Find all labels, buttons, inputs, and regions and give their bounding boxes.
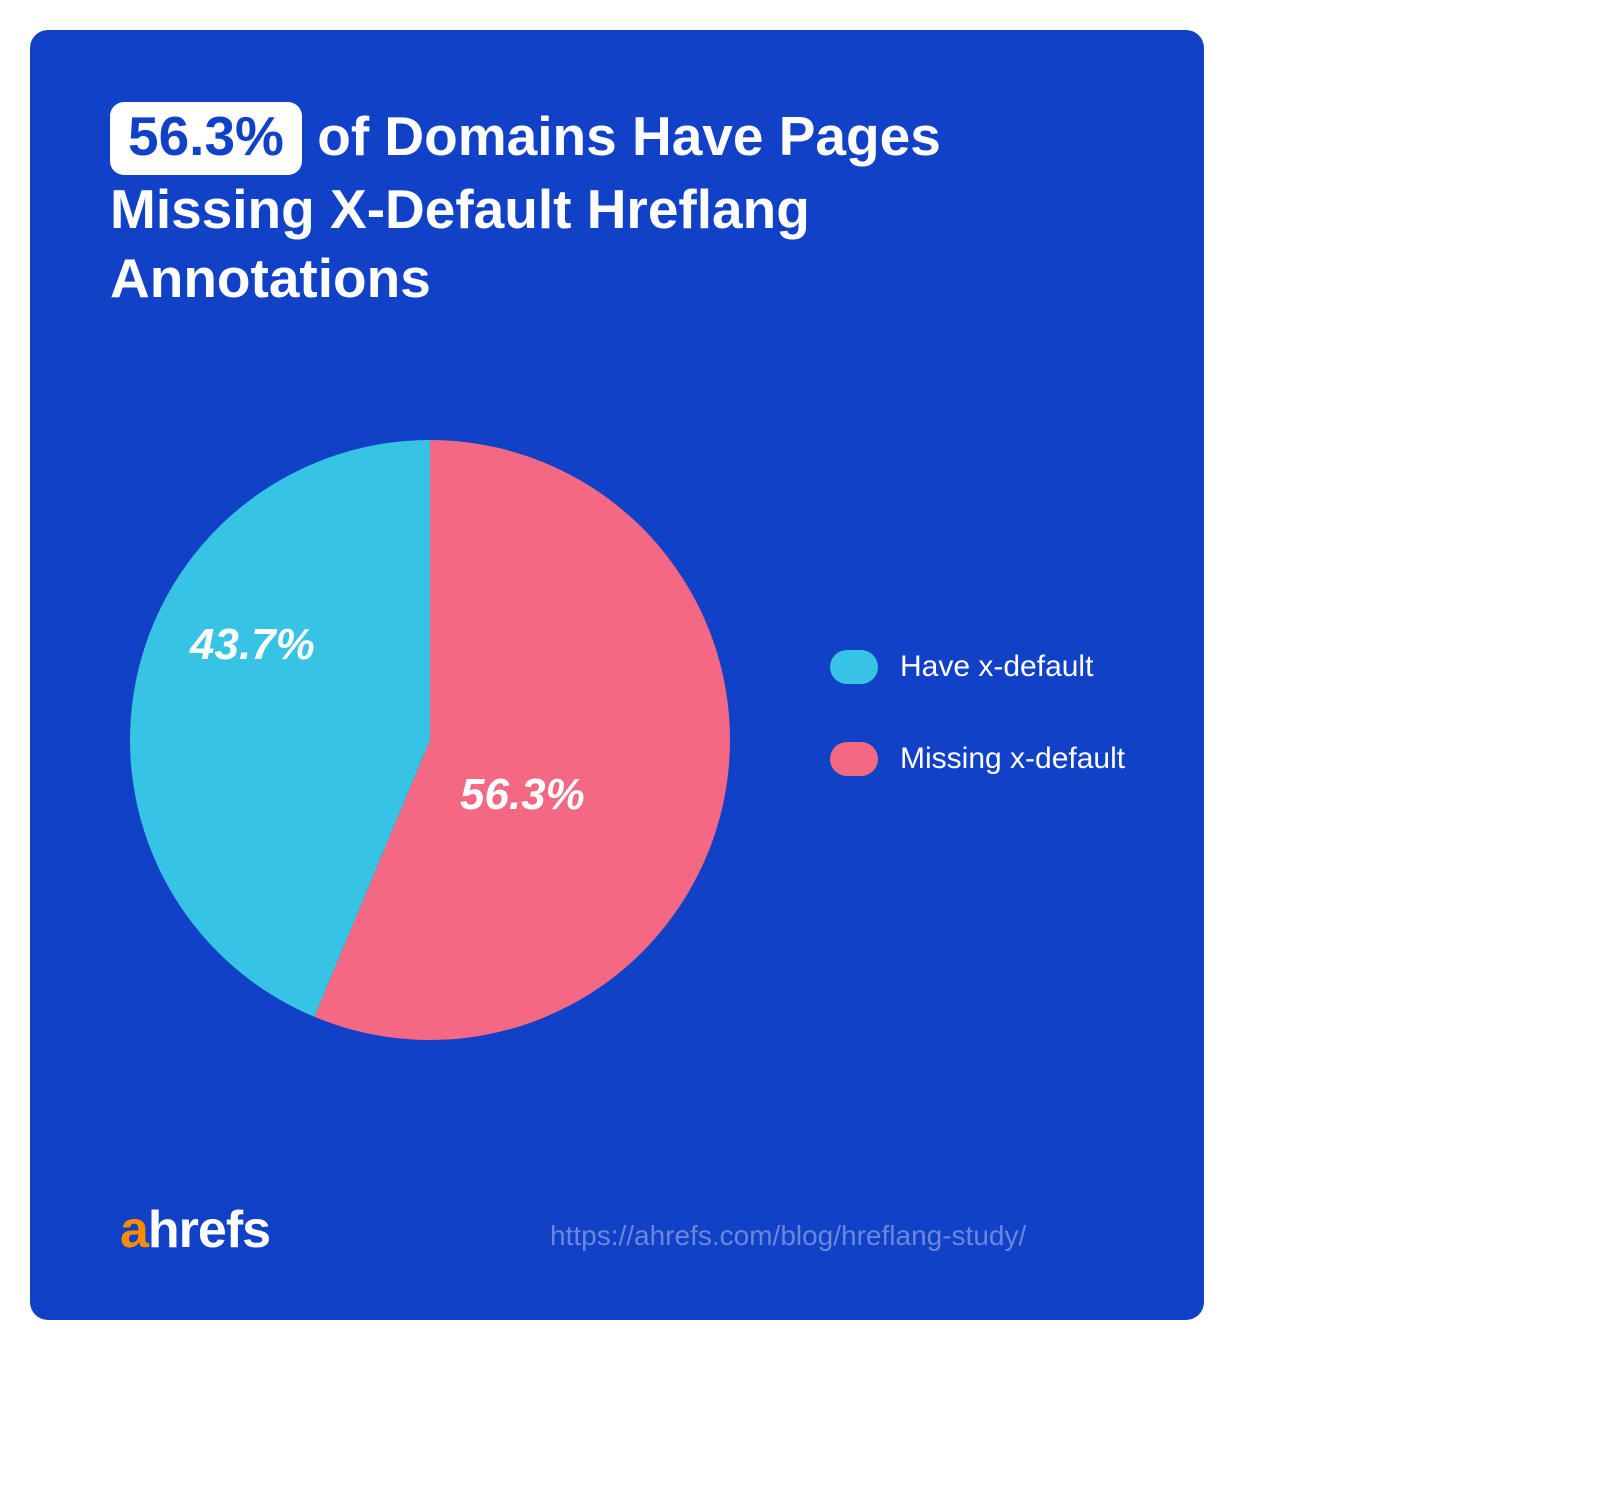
legend-swatch-missing — [830, 742, 878, 776]
source-url: https://ahrefs.com/blog/hreflang-study/ — [550, 1220, 1026, 1252]
title-stat-badge: 56.3% — [110, 102, 302, 175]
legend-label-have: Have x-default — [900, 650, 1093, 684]
legend-swatch-have — [830, 650, 878, 684]
pie-chart — [130, 440, 730, 1040]
chart-title: 56.3% of Domains Have Pages Missing X-De… — [110, 102, 1124, 312]
legend-label-missing: Missing x-default — [900, 742, 1125, 776]
pie-slice-label-have: 43.7% — [190, 620, 315, 670]
logo-rest: hrefs — [148, 1201, 270, 1259]
legend-item-have: Have x-default — [830, 650, 1125, 684]
pie-slice-label-missing: 56.3% — [460, 770, 585, 820]
logo-letter-a: a — [120, 1201, 148, 1259]
legend-item-missing: Missing x-default — [830, 742, 1125, 776]
infographic-canvas: 56.3% of Domains Have Pages Missing X-De… — [30, 30, 1204, 1320]
ahrefs-logo: ahrefs — [120, 1200, 270, 1260]
chart-legend: Have x-default Missing x-default — [830, 650, 1125, 834]
